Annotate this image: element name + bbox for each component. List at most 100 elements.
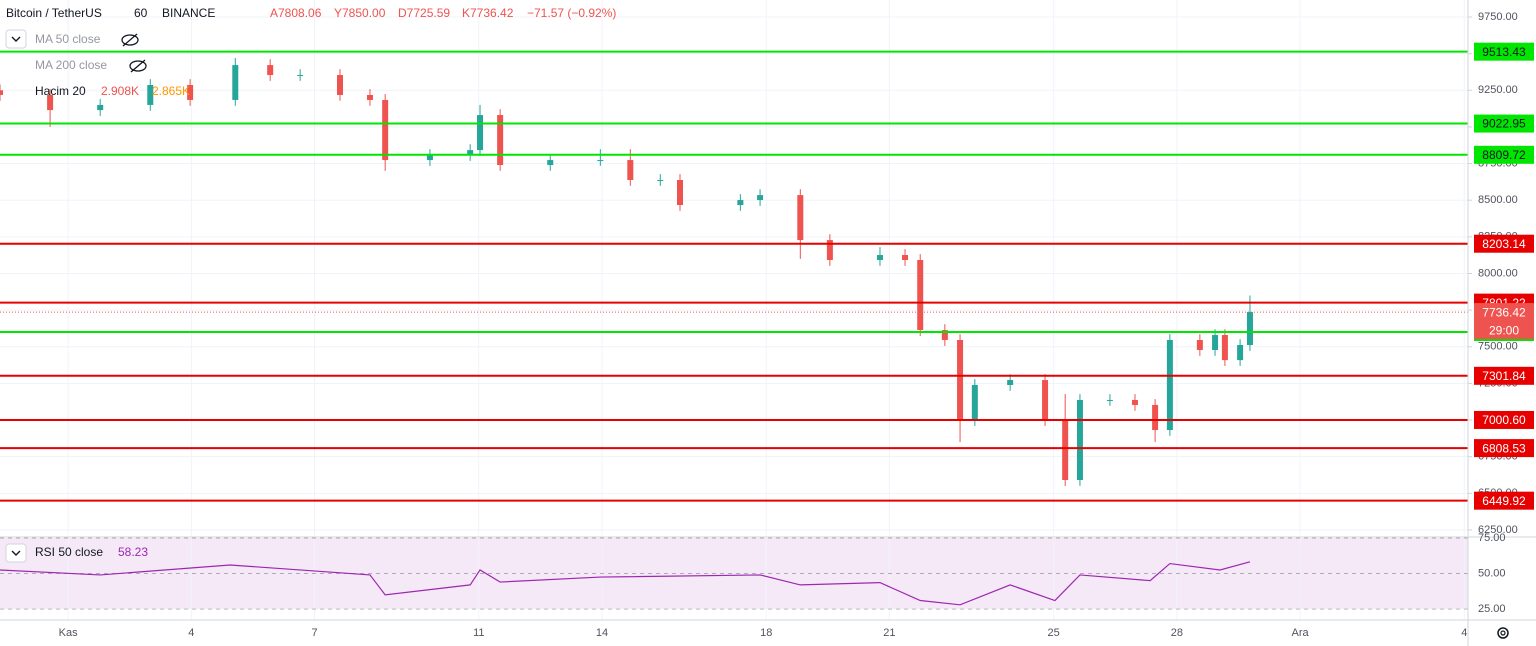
level-label-bg <box>1474 42 1534 61</box>
candle-body <box>797 195 804 241</box>
candle-body <box>757 195 764 201</box>
y-tick-label: 6250.00 <box>1478 524 1518 536</box>
candle-body <box>267 65 274 76</box>
candle-body <box>1196 340 1203 350</box>
x-tick-label: 4 <box>188 627 194 639</box>
y-tick-label: 25.00 <box>1478 603 1506 615</box>
eye-outline <box>129 60 147 72</box>
y-tick-label: 75.00 <box>1478 532 1506 544</box>
level-label: 9513.43 <box>1482 45 1526 59</box>
level-label-bg <box>1474 366 1534 385</box>
x-tick-label: Ara <box>1291 627 1309 639</box>
level-label: 6808.53 <box>1482 441 1526 455</box>
candle-body <box>902 255 909 260</box>
level-label: 9022.95 <box>1482 117 1526 131</box>
y-tick-label: 9750.00 <box>1478 11 1518 23</box>
candle-body <box>97 104 104 111</box>
candle-body <box>957 340 964 421</box>
last-price-label: 7736.42 <box>1482 305 1526 319</box>
x-tick-label: 28 <box>1171 627 1183 639</box>
rsi-line <box>0 561 1251 606</box>
level-label: 7301.84 <box>1482 369 1526 383</box>
candle-body <box>1076 399 1083 480</box>
x-tick-label: 25 <box>1048 627 1060 639</box>
level-label-bg <box>1474 410 1534 429</box>
candle-body <box>1212 335 1219 350</box>
candle-body <box>941 330 948 341</box>
y-tick-label: 9250.00 <box>1478 84 1518 96</box>
change-value: −71.57 (−0.92%) <box>527 6 616 20</box>
level-label-bg <box>1474 234 1534 253</box>
eye-strike <box>130 59 146 73</box>
collapse-button[interactable] <box>5 29 27 49</box>
legend-layer: Bitcoin / TetherUS 60 BINANCE A7808.06 Y… <box>5 6 616 563</box>
x-tick-label: 11 <box>473 627 484 639</box>
candle-body <box>737 200 744 206</box>
settings-gear[interactable] <box>1497 627 1509 639</box>
level-label: 8809.72 <box>1482 148 1526 162</box>
level-label: 8203.14 <box>1482 237 1526 251</box>
countdown-label: 29:00 <box>1489 323 1519 337</box>
candle-body <box>627 160 634 180</box>
collapse-button[interactable] <box>5 543 27 563</box>
indicator-name[interactable]: Hacim 20 <box>35 84 86 98</box>
eye-strike <box>122 33 138 47</box>
hidden-eye-icon[interactable] <box>121 33 139 47</box>
candle-body <box>477 115 484 151</box>
indicator-value: 58.23 <box>118 545 148 559</box>
candle-body <box>366 94 373 100</box>
rsi-band <box>0 537 1468 610</box>
candle-body <box>1152 404 1159 431</box>
candle-body <box>232 65 239 100</box>
x-tick-label: 4 <box>1461 627 1467 639</box>
candle-body <box>297 75 304 77</box>
level-label: 6449.92 <box>1482 494 1526 508</box>
y-tick-label: 7500.00 <box>1478 341 1518 353</box>
candle-body <box>0 90 3 95</box>
x-tick-label: 21 <box>883 627 895 639</box>
last-price-bg <box>1474 303 1534 340</box>
high-value: Y7850.00 <box>334 6 386 20</box>
candle-body <box>826 240 833 260</box>
x-tick-label: 14 <box>596 627 608 639</box>
indicator-name[interactable]: MA 50 close <box>35 32 101 46</box>
mark-layer <box>0 50 1468 606</box>
symbol-name[interactable]: Bitcoin / TetherUS <box>6 6 102 20</box>
candle-body <box>147 85 154 105</box>
candle-body <box>47 94 54 111</box>
candle-body <box>467 150 474 156</box>
candle-body <box>1062 420 1069 480</box>
candle-body <box>426 155 433 161</box>
x-tick-label: Kas <box>59 627 78 639</box>
interval[interactable]: 60 <box>134 6 148 20</box>
exchange: BINANCE <box>162 6 215 20</box>
candle-body <box>1106 399 1113 401</box>
level-label-bg <box>1474 491 1534 510</box>
candle-body <box>1246 312 1253 346</box>
candle-body <box>187 85 194 100</box>
x-tick-label: 7 <box>311 627 317 639</box>
y-tick-label: 8500.00 <box>1478 194 1518 206</box>
indicator-name[interactable]: MA 200 close <box>35 58 107 72</box>
chevron-icon <box>11 550 21 556</box>
indicator-value: 2.908K <box>101 84 139 98</box>
candle-body <box>547 160 554 166</box>
y-tick-label: 8000.00 <box>1478 267 1518 279</box>
candle-body <box>497 115 504 166</box>
indicator-name[interactable]: RSI 50 close <box>35 545 103 559</box>
hidden-eye-icon[interactable] <box>129 59 147 73</box>
candle-body <box>657 179 664 181</box>
candle-body <box>1042 380 1049 421</box>
x-tick-label: 18 <box>760 627 772 639</box>
candle-body <box>971 385 978 421</box>
gear-hub <box>1500 630 1506 636</box>
chevron-icon <box>11 36 21 42</box>
candle-body <box>1237 345 1244 361</box>
open-value: A7808.06 <box>270 6 322 20</box>
candle-body <box>876 255 883 260</box>
level-label-bg <box>1474 145 1534 164</box>
gear-ring <box>1497 627 1509 639</box>
grid-layer <box>0 0 1468 620</box>
